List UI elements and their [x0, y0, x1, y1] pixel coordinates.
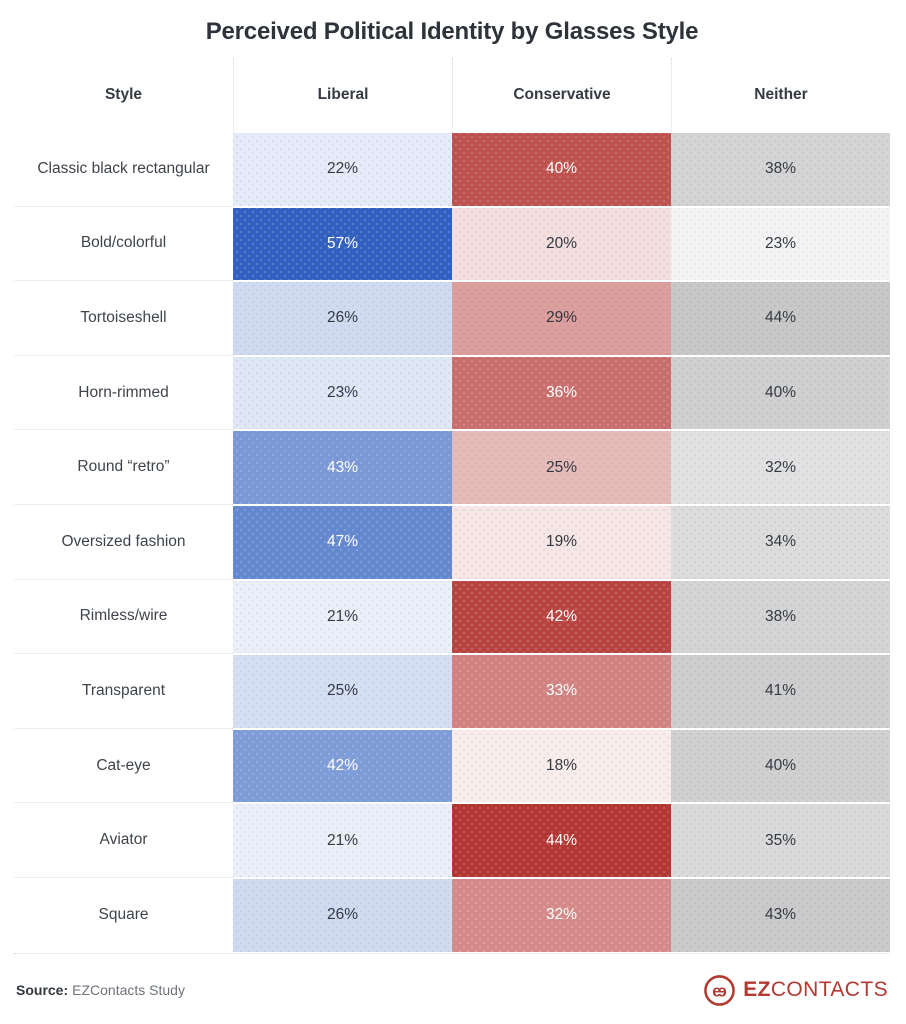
conservative-cell: 44% — [452, 803, 671, 878]
conservative-cell: 19% — [452, 504, 671, 580]
conservative-cell: 36% — [452, 355, 671, 431]
conservative-cell: 42% — [452, 579, 671, 655]
neither-cell: 23% — [671, 206, 890, 282]
liberal-cell: 42% — [233, 728, 452, 804]
neither-cell: 34% — [671, 504, 890, 580]
row-style-label: Square — [14, 877, 233, 953]
footer: Source: EZContacts Study e e EZCONTACTS — [14, 954, 890, 1007]
source-note: Source: EZContacts Study — [16, 982, 185, 998]
column-header-style: Style — [104, 86, 143, 103]
neither-cell: 35% — [671, 803, 890, 878]
column-header-conservative: Conservative — [452, 58, 671, 132]
svg-text:e: e — [712, 982, 721, 1000]
row-style-label: Round “retro” — [14, 430, 233, 505]
neither-cell: 32% — [671, 430, 890, 505]
liberal-cell: 23% — [233, 355, 452, 431]
neither-cell: 38% — [671, 132, 890, 207]
row-style-label: Rimless/wire — [14, 579, 233, 655]
liberal-cell: 57% — [233, 206, 452, 282]
svg-text:e: e — [718, 982, 727, 1000]
table-row: Oversized fashion 47% 19% 34% — [14, 504, 890, 580]
table-row: Horn-rimmed 23% 36% 40% — [14, 355, 890, 431]
table-row: Transparent 25% 33% 41% — [14, 654, 890, 729]
liberal-cell: 47% — [233, 504, 452, 580]
source-text: EZContacts Study — [72, 982, 185, 999]
table-row: Cat-eye 42% 18% 40% — [14, 728, 890, 804]
neither-cell: 41% — [671, 654, 890, 729]
neither-cell: 38% — [671, 579, 890, 655]
liberal-cell: 43% — [233, 430, 452, 505]
brand-ez: EZ — [743, 978, 771, 1002]
table-row: Tortoiseshell 26% 29% 44% — [14, 281, 890, 356]
conservative-cell: 32% — [452, 877, 671, 953]
liberal-cell: 22% — [233, 132, 452, 207]
row-style-label: Oversized fashion — [14, 504, 233, 580]
neither-cell: 40% — [671, 355, 890, 431]
brand-logo: e e EZCONTACTS — [703, 974, 888, 1007]
conservative-cell: 18% — [452, 728, 671, 804]
conservative-cell: 33% — [452, 654, 671, 729]
row-style-label: Aviator — [14, 803, 233, 878]
table-row: Rimless/wire 21% 42% 38% — [14, 579, 890, 655]
row-style-label: Transparent — [14, 654, 233, 729]
conservative-cell: 20% — [452, 206, 671, 282]
column-header-neither: Neither — [671, 58, 890, 132]
table-row: Aviator 21% 44% 35% — [14, 803, 890, 878]
neither-cell: 43% — [671, 877, 890, 953]
row-style-label: Classic black rectangular — [14, 132, 233, 207]
table-row: Round “retro” 43% 25% 32% — [14, 430, 890, 505]
liberal-cell: 26% — [233, 281, 452, 356]
table-row: Square 26% 32% 43% — [14, 877, 890, 953]
neither-cell: 44% — [671, 281, 890, 356]
liberal-cell: 26% — [233, 877, 452, 953]
row-style-label: Tortoiseshell — [14, 281, 233, 356]
conservative-cell: 40% — [452, 132, 671, 207]
row-style-label: Bold/colorful — [14, 206, 233, 282]
page-title: Perceived Political Identity by Glasses … — [205, 18, 699, 45]
liberal-cell: 21% — [233, 803, 452, 878]
source-label: Source: — [16, 982, 69, 999]
table-body: Classic black rectangular 22% 40% 38% Bo… — [14, 132, 890, 953]
table-header-row: Style Liberal Conservative Neither — [14, 58, 890, 132]
brand-contacts: CONTACTS — [770, 978, 888, 1002]
conservative-cell: 25% — [452, 430, 671, 505]
liberal-cell: 25% — [233, 654, 452, 729]
ezcontacts-glasses-icon: e e — [704, 974, 736, 1006]
conservative-cell: 29% — [452, 281, 671, 356]
table-row: Bold/colorful 57% 20% 23% — [14, 206, 890, 282]
brand-wordmark: EZCONTACTS — [743, 978, 888, 1002]
table-row: Classic black rectangular 22% 40% 38% — [14, 132, 890, 207]
neither-cell: 40% — [671, 728, 890, 804]
column-header-liberal: Liberal — [233, 58, 452, 132]
row-style-label: Horn-rimmed — [14, 355, 233, 431]
row-style-label: Cat-eye — [14, 728, 233, 804]
liberal-cell: 21% — [233, 579, 452, 655]
heatmap-table: Style Liberal Conservative Neither Class… — [14, 58, 890, 954]
